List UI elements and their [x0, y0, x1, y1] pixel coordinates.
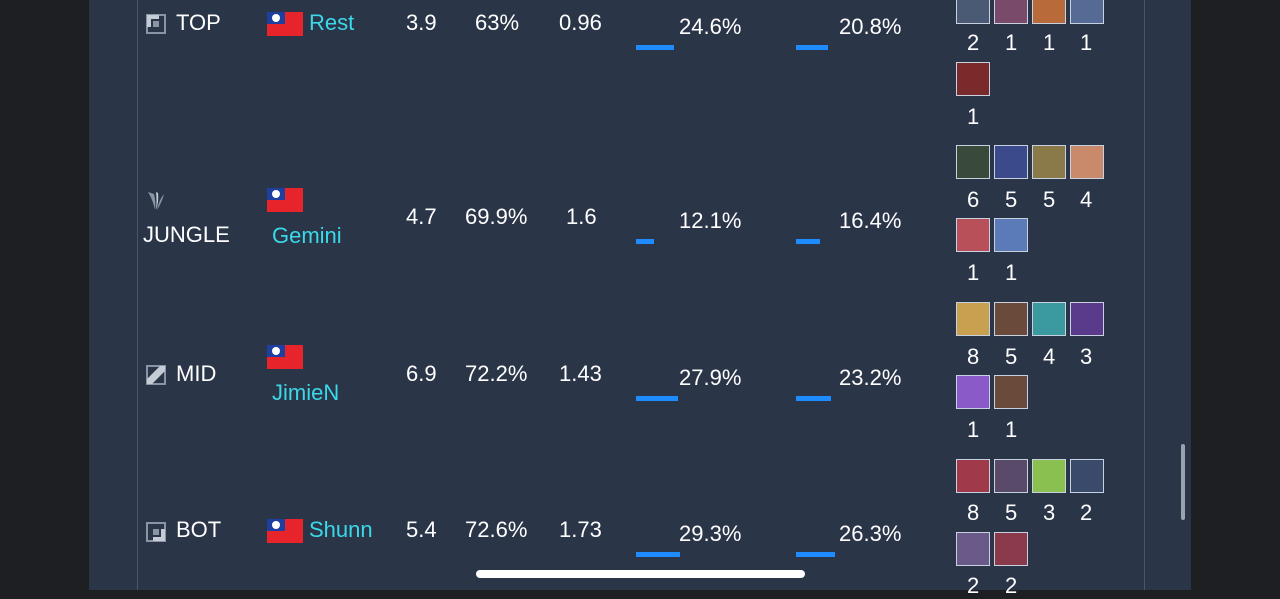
champion-count: 3 [1043, 500, 1056, 525]
share-value-2: 26.3% [839, 521, 902, 546]
share-bar-2 [796, 45, 828, 50]
champion-count: 6 [967, 187, 980, 212]
share-value-1: 12.1% [679, 208, 742, 233]
taiwan-flag-icon [267, 188, 303, 212]
champion-portrait-icon[interactable] [956, 0, 990, 24]
champion-count: 1 [967, 417, 980, 442]
champion-count: 5 [1043, 187, 1056, 212]
mid-lane-icon [146, 365, 166, 385]
taiwan-flag-icon [267, 519, 303, 543]
share-bar-1 [636, 552, 680, 557]
champion-portrait-icon[interactable] [1032, 145, 1066, 179]
champion-count: 1 [1005, 417, 1018, 442]
share-value-2: 23.2% [839, 365, 902, 390]
champion-count: 1 [1005, 30, 1018, 55]
top-lane-icon [146, 14, 166, 34]
champion-count: 1 [1080, 30, 1093, 55]
champion-portrait-icon[interactable] [994, 302, 1028, 336]
share-bar-1 [636, 396, 678, 401]
champion-portrait-icon[interactable] [956, 459, 990, 493]
share-bar-1 [636, 239, 654, 244]
share-bar-2 [796, 239, 820, 244]
kda-value: 4.7 [406, 204, 437, 229]
champion-count: 5 [1005, 344, 1018, 369]
champion-portrait-icon[interactable] [956, 145, 990, 179]
role-label: JUNGLE [143, 222, 230, 247]
champion-count: 8 [967, 344, 980, 369]
champion-count: 5 [1005, 500, 1018, 525]
kda-value: 3.9 [406, 10, 437, 35]
champion-portrait-icon[interactable] [1070, 145, 1104, 179]
champion-portrait-icon[interactable] [1070, 302, 1104, 336]
role-label: TOP [176, 10, 221, 35]
winrate-value: 72.2% [465, 361, 528, 386]
champion-portrait-icon[interactable] [956, 62, 990, 96]
stat-value: 0.96 [559, 10, 602, 35]
champion-count: 1 [967, 104, 980, 129]
bot-lane-icon [146, 522, 166, 542]
champion-portrait-icon[interactable] [1070, 459, 1104, 493]
champion-portrait-icon[interactable] [956, 375, 990, 409]
home-indicator[interactable] [476, 570, 805, 578]
champion-count: 4 [1080, 187, 1093, 212]
share-value-1: 27.9% [679, 365, 742, 390]
champion-portrait-icon[interactable] [994, 375, 1028, 409]
champion-count: 2 [967, 573, 980, 598]
kda-value: 6.9 [406, 361, 437, 386]
share-bar-2 [796, 396, 831, 401]
champion-portrait-icon[interactable] [1070, 0, 1104, 24]
winrate-value: 72.6% [465, 517, 528, 542]
winrate-value: 63% [475, 10, 520, 35]
champion-count: 8 [967, 500, 980, 525]
share-bar-1 [636, 45, 674, 50]
share-bar-2 [796, 552, 835, 557]
winrate-value: 69.9% [465, 204, 528, 229]
champion-count: 1 [967, 260, 980, 285]
champion-portrait-icon[interactable] [994, 532, 1028, 566]
champion-count: 1 [1043, 30, 1056, 55]
champion-portrait-icon[interactable] [994, 459, 1028, 493]
player-name-link[interactable]: Rest [309, 10, 355, 35]
taiwan-flag-icon [267, 12, 303, 36]
player-name-link[interactable]: Shunn [309, 517, 373, 542]
stat-value: 1.73 [559, 517, 602, 542]
share-value-1: 29.3% [679, 521, 742, 546]
role-label: BOT [176, 517, 222, 542]
player-name-link[interactable]: JimieN [272, 380, 340, 405]
champion-portrait-icon[interactable] [956, 218, 990, 252]
taiwan-flag-icon [267, 345, 303, 369]
role-label: MID [176, 361, 217, 386]
champion-count: 1 [1005, 260, 1018, 285]
champion-count: 4 [1043, 344, 1056, 369]
share-value-2: 20.8% [839, 14, 902, 39]
champion-portrait-icon[interactable] [994, 145, 1028, 179]
champion-portrait-icon[interactable] [956, 532, 990, 566]
champion-portrait-icon[interactable] [1032, 0, 1066, 24]
champion-portrait-icon[interactable] [994, 218, 1028, 252]
champion-portrait-icon[interactable] [956, 302, 990, 336]
jungle-icon [148, 192, 164, 210]
champion-portrait-icon[interactable] [1032, 459, 1066, 493]
stat-value: 1.6 [566, 204, 597, 229]
scrollbar[interactable] [1181, 444, 1185, 520]
champion-count: 3 [1080, 344, 1093, 369]
champion-portrait-icon[interactable] [1032, 302, 1066, 336]
player-name-link[interactable]: Gemini [272, 223, 342, 248]
champion-count: 2 [967, 30, 980, 55]
champion-count: 2 [1080, 500, 1093, 525]
champion-count: 5 [1005, 187, 1018, 212]
champion-count: 2 [1005, 573, 1018, 598]
share-value-1: 24.6% [679, 14, 742, 39]
kda-value: 5.4 [406, 517, 437, 542]
champion-portrait-icon[interactable] [994, 0, 1028, 24]
player-stats-table [137, 0, 1145, 590]
share-value-2: 16.4% [839, 208, 902, 233]
stat-value: 1.43 [559, 361, 602, 386]
